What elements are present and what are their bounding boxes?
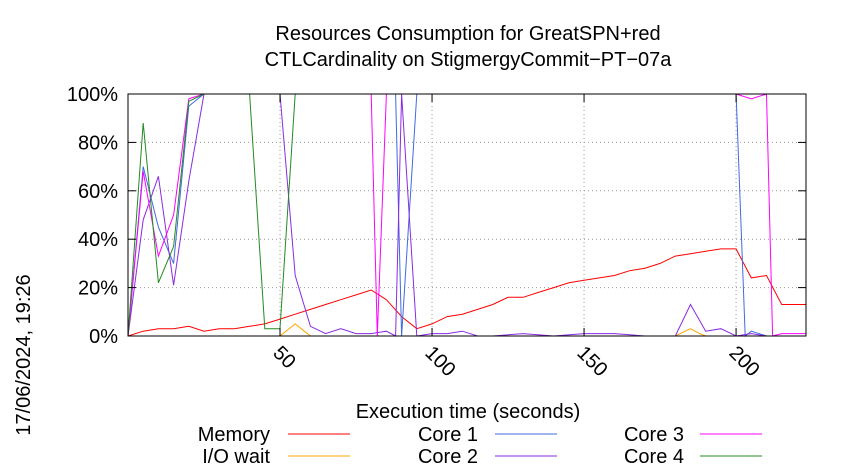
series-line-core-2: [127, 93, 806, 337]
x-tick-label-3: 200: [725, 342, 764, 381]
x-axis-label: Execution time (seconds): [356, 401, 581, 423]
x-tick-label-2: 150: [573, 342, 612, 381]
series-line-core-3: [127, 93, 806, 337]
y-tick-label-4: 80%: [78, 132, 118, 154]
legend-label-core-2: Core 2: [418, 446, 478, 468]
series-line-core-4: [127, 93, 806, 337]
y-tick-label-1: 20%: [78, 278, 118, 300]
series-line-core-1: [127, 93, 806, 338]
y-tick-label-5: 100%: [67, 84, 118, 106]
plot-frame: [127, 93, 807, 337]
series-line-memory: [127, 248, 806, 337]
legend-label-i-o-wait: I/O wait: [202, 446, 270, 468]
y-axis: 0% 20% 40% 60% 80% 100%: [67, 84, 806, 348]
timestamp-label: 17/06/2024, 19:26: [13, 274, 35, 435]
legend-label-core-4: Core 4: [624, 446, 684, 468]
legend-label-core-3: Core 3: [624, 424, 684, 446]
x-tick-label-0: 50: [268, 342, 299, 373]
x-axis: 50 100 150 200: [268, 94, 764, 381]
x-tick-label-1: 100: [421, 342, 460, 381]
chart-title-line-1: Resources Consumption for GreatSPN+red: [275, 23, 660, 45]
grid: [128, 94, 806, 336]
series-group: [127, 93, 806, 338]
legend-label-memory: Memory: [198, 424, 270, 446]
legend-label-core-1: Core 1: [418, 424, 478, 446]
y-tick-label-0: 0%: [89, 326, 118, 348]
series-line-i-o-wait: [128, 323, 806, 337]
y-tick-label-3: 60%: [78, 181, 118, 203]
chart-title-line-2: CTLCardinality on StigmergyCommit−PT−07a: [265, 49, 673, 71]
y-tick-label-2: 40%: [78, 229, 118, 251]
